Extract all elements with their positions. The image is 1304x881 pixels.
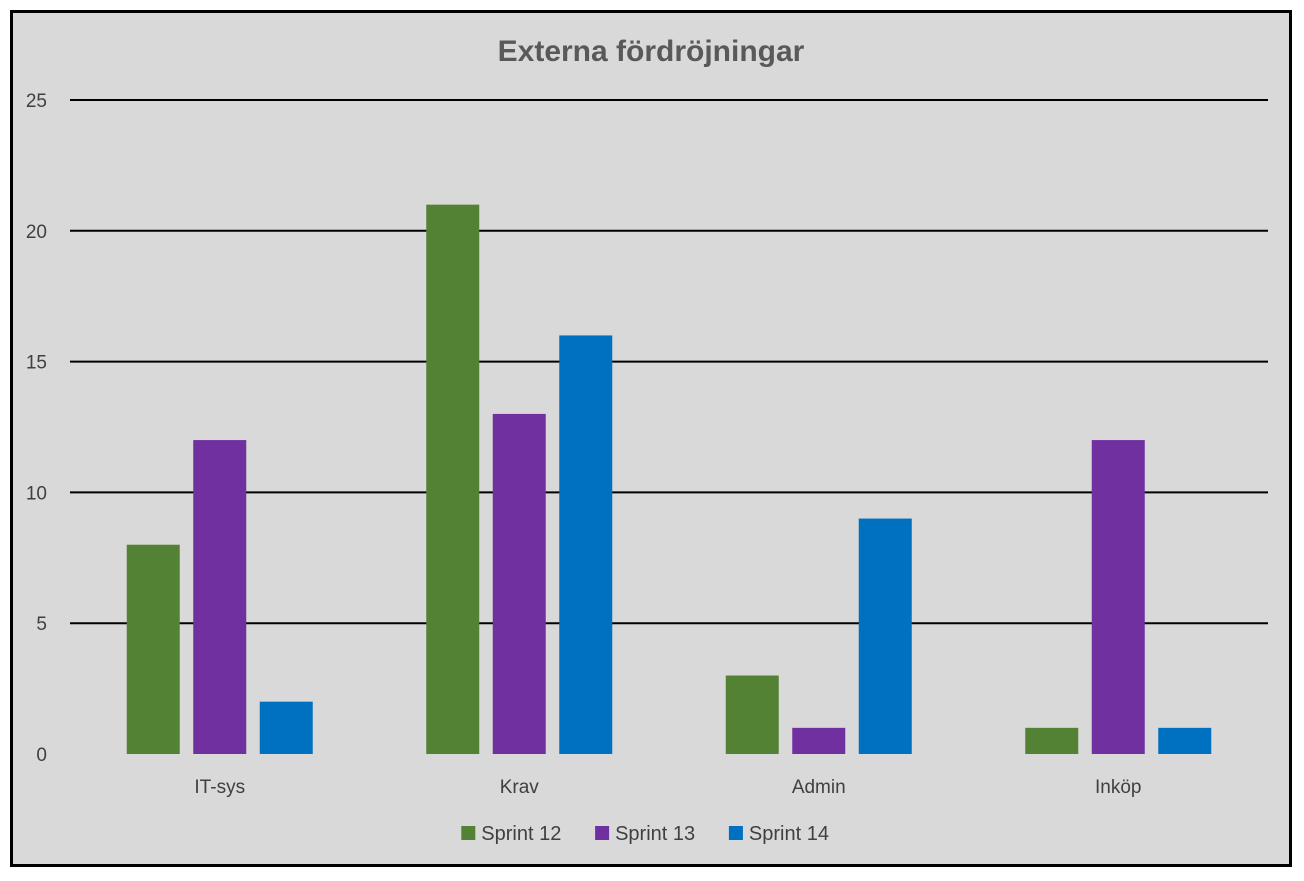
bar-admin-series-1 <box>725 675 779 754</box>
legend-item: Sprint 12 <box>461 823 561 845</box>
bar-it-sys-series-2 <box>193 440 247 754</box>
bar-krav-series-2 <box>492 413 546 754</box>
y-tick-label: 15 <box>26 353 47 374</box>
legend-swatch <box>461 826 476 840</box>
legend-item: Sprint 13 <box>595 823 695 845</box>
y-tick-label: 5 <box>36 614 47 635</box>
bar-admin-series-3 <box>858 518 912 754</box>
legend-swatch <box>595 826 610 840</box>
legend-label: Sprint 12 <box>481 823 561 845</box>
bar-krav-series-1 <box>426 204 480 754</box>
legend-swatch <box>728 826 743 840</box>
y-tick-label: 10 <box>26 483 47 504</box>
x-tick-label: Inköp <box>1095 777 1141 798</box>
x-tick-label: Admin <box>792 777 846 798</box>
x-tick-label: Krav <box>500 777 540 798</box>
y-tick-label: 20 <box>26 222 47 243</box>
y-tick-label: 0 <box>36 745 47 766</box>
bar-krav-series-3 <box>559 335 613 754</box>
legend-item: Sprint 14 <box>728 823 829 845</box>
bar-admin-series-2 <box>792 727 846 754</box>
y-tick-label: 25 <box>26 91 47 112</box>
bar-ink-p-series-3 <box>1158 727 1212 754</box>
bar-it-sys-series-1 <box>126 544 180 754</box>
chart-title: Externa fördröjningar <box>498 35 805 68</box>
bars <box>126 204 1212 754</box>
bar-it-sys-series-3 <box>259 701 313 754</box>
legend-label: Sprint 13 <box>615 823 695 845</box>
bar-ink-p-series-2 <box>1091 440 1145 754</box>
x-axis-tick-labels: IT-sys Krav Admin Inköp <box>194 777 1141 798</box>
bar-ink-p-series-1 <box>1025 727 1079 754</box>
gridlines <box>70 99 1268 625</box>
x-tick-label: IT-sys <box>194 777 245 798</box>
legend: Sprint 12 Sprint 13 Sprint 14 <box>461 823 829 845</box>
legend-label: Sprint 14 <box>749 823 829 845</box>
y-axis-tick-labels: 0 5 10 15 20 25 <box>26 91 47 766</box>
